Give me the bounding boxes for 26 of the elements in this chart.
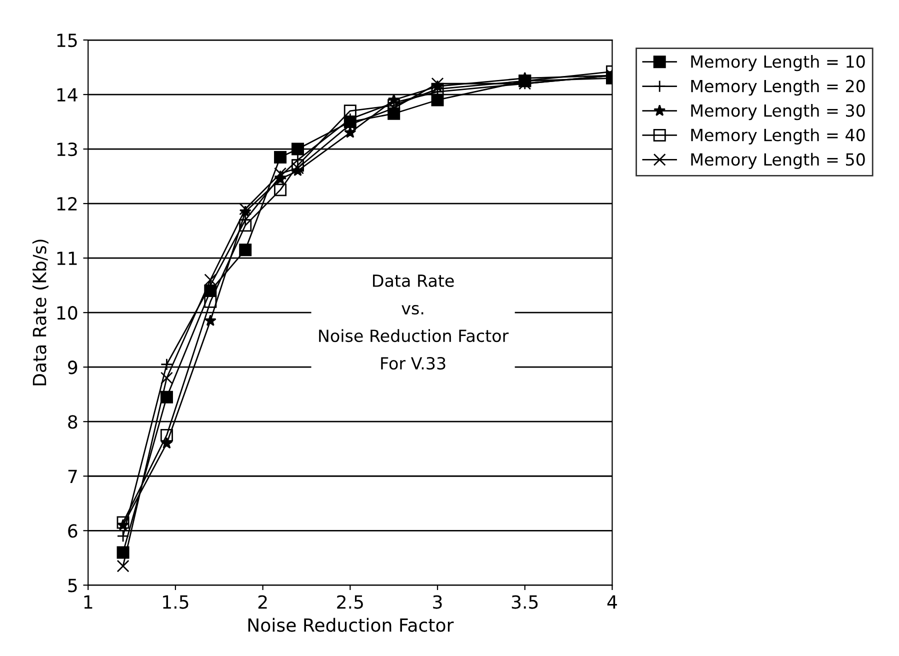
y-tick-label: 8 [68,415,78,429]
x-tick-label: 1 [84,595,92,609]
y-tick-label: 14 [57,88,78,102]
x-tick-label: 4 [607,595,617,609]
y-axis-title: Data Rate (Kb/s) [32,240,48,386]
y-tick-label: 5 [68,578,77,592]
legend-label: Memory Length = 30 [691,104,865,120]
legend-label: Memory Length = 20 [691,79,865,96]
x-tick-label: 2.5 [337,595,363,609]
x-axis-title: Noise Reduction Factor [248,618,454,632]
x-tick-label: 2 [258,595,267,609]
legend-label: Memory Length = 50 [691,152,865,169]
y-tick-label: 11 [57,252,77,265]
x-tick-label: 3.5 [512,595,538,609]
y-tick-label: 6 [68,524,78,538]
y-tick-label: 12 [57,197,77,210]
y-tick-label: 15 [57,34,77,48]
legend-label: Memory Length = 10 [691,55,865,72]
x-tick-label: 1.5 [163,595,188,609]
x-tick-label: 3 [433,595,442,609]
text: Data Rate vs. Noise Reduction Factor For V.33 [319,274,509,370]
y-tick-label: 10 [57,306,78,320]
y-tick-label: 9 [68,360,78,374]
y-tick-label: 7 [68,470,77,483]
legend-label: Memory Length = 40 [691,128,865,145]
y-tick-label: 13 [57,142,77,156]
